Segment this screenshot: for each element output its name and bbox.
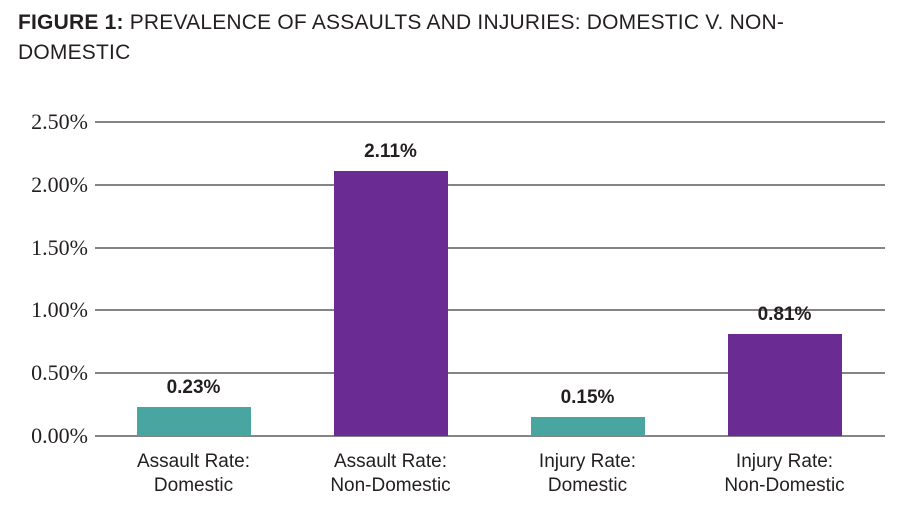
category-label-injury-domestic: Injury Rate: Domestic bbox=[489, 450, 686, 498]
gridline bbox=[95, 246, 885, 249]
x-axis-line bbox=[95, 435, 885, 437]
y-tick-label: 1.50% bbox=[31, 234, 88, 260]
category-label-line: Domestic bbox=[547, 475, 628, 496]
category-label-line: Domestic bbox=[153, 475, 234, 496]
bar-injury-non-domestic bbox=[727, 334, 842, 436]
y-tick-label: 1.00% bbox=[31, 297, 88, 323]
category-label-assault-domestic: Assault Rate: Domestic bbox=[95, 450, 292, 498]
bar-injury-domestic bbox=[530, 417, 645, 436]
bar-group-injury-non-domestic: 0.81% bbox=[686, 122, 883, 436]
y-tick-label: 0.50% bbox=[31, 360, 88, 386]
bar-group-assault-domestic: 0.23% bbox=[95, 122, 292, 436]
category-label-injury-non-domestic: Injury Rate: Non-Domestic bbox=[686, 450, 883, 498]
bar-assault-domestic bbox=[136, 407, 251, 436]
plot-area: 0.23% 2.11% 0.15% 0.81% bbox=[95, 121, 885, 437]
category-label-line: Assault Rate: bbox=[137, 451, 250, 472]
category-label-line: Injury Rate: bbox=[735, 451, 834, 472]
x-axis-category-labels: Assault Rate: Domestic Assault Rate: Non… bbox=[95, 450, 885, 498]
y-tick-label: 2.50% bbox=[31, 109, 88, 134]
y-tick-label: 2.00% bbox=[31, 171, 88, 197]
category-label-line: Injury Rate: bbox=[538, 451, 637, 472]
category-label-line: Non-Domestic bbox=[724, 475, 845, 496]
gridline bbox=[95, 183, 885, 186]
bar-value-label: 0.81% bbox=[757, 304, 812, 326]
gridline bbox=[95, 372, 885, 375]
gridline bbox=[95, 121, 885, 123]
bar-assault-non-domestic bbox=[333, 170, 448, 436]
bar-value-label: 0.23% bbox=[166, 377, 221, 399]
bar-group-injury-domestic: 0.15% bbox=[489, 122, 686, 436]
category-label-assault-non-domestic: Assault Rate: Non-Domestic bbox=[292, 450, 489, 498]
bar-value-label: 2.11% bbox=[364, 140, 417, 162]
bar-group-assault-non-domestic: 2.11% bbox=[292, 122, 489, 436]
chart-title-prefix: FIGURE 1: bbox=[18, 11, 124, 34]
category-label-line: Assault Rate: bbox=[334, 451, 447, 472]
y-axis: 2.50% 2.00% 1.50% 1.00% 0.50% 0.00% bbox=[0, 111, 88, 447]
gridline bbox=[95, 309, 885, 312]
bar-value-label: 0.15% bbox=[560, 387, 615, 409]
y-tick-label: 0.00% bbox=[31, 423, 88, 448]
chart-title: FIGURE 1: PREVALENCE OF ASSAULTS AND INJ… bbox=[18, 8, 878, 68]
category-label-line: Non-Domestic bbox=[330, 475, 451, 496]
chart-title-text: PREVALENCE OF ASSAULTS AND INJURIES: DOM… bbox=[18, 11, 785, 64]
